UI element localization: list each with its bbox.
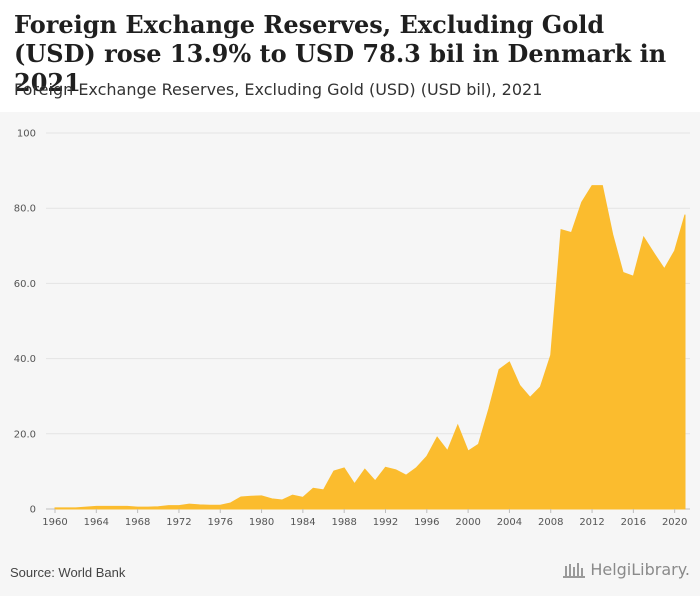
x-axis: 1960 1964 1968 1972 1976 1980 1984 1988 1992 1996… [42,509,687,528]
x-tick-label: 2008 [538,517,563,528]
y-tick-label: 80.0 [14,204,36,215]
x-tick-label: 2000 [455,517,480,528]
x-tick-label: 2016 [621,517,646,528]
y-tick-label: 100 [17,129,36,140]
area-series [54,185,686,510]
area-chart: 0 20.0 40.0 60.0 80.0 100 1960 1964 1968 1972 197… [14,129,690,528]
x-tick-label: 1996 [414,517,439,528]
reserves-area [54,185,686,510]
x-tick-label: 1960 [42,517,67,528]
x-tick-label: 1968 [125,517,150,528]
x-tick-label: 1964 [84,517,109,528]
x-tick-label: 2004 [497,517,522,528]
x-tick-label: 2020 [662,517,687,528]
source-note: Source: World Bank [10,565,126,580]
y-tick-label: 20.0 [14,429,36,440]
x-tick-label: 1972 [166,517,191,528]
x-tick-label: 1984 [290,517,315,528]
x-tick-label: 2012 [579,517,604,528]
x-tick-label: 1988 [331,517,356,528]
y-axis: 0 20.0 40.0 60.0 80.0 100 [14,129,36,516]
x-tick-label: 1980 [249,517,274,528]
x-tick-label: 1992 [373,517,398,528]
chart-area: 0 20.0 40.0 60.0 80.0 100 1960 1964 1968 1972 197… [0,112,700,596]
x-tick-label: 1976 [208,517,233,528]
y-tick-label: 60.0 [14,279,36,290]
y-tick-label: 0 [30,505,36,516]
library-icon [563,562,586,578]
chart-title: Foreign Exchange Reserves, Excluding Gol… [14,10,667,97]
chart-subtitle: Foreign Exchange Reserves, Excluding Gol… [14,80,543,99]
helgi-library-logo: HelgiLibrary. [562,560,690,579]
logo-text: HelgiLibrary. [590,560,690,579]
y-tick-label: 40.0 [14,354,36,365]
